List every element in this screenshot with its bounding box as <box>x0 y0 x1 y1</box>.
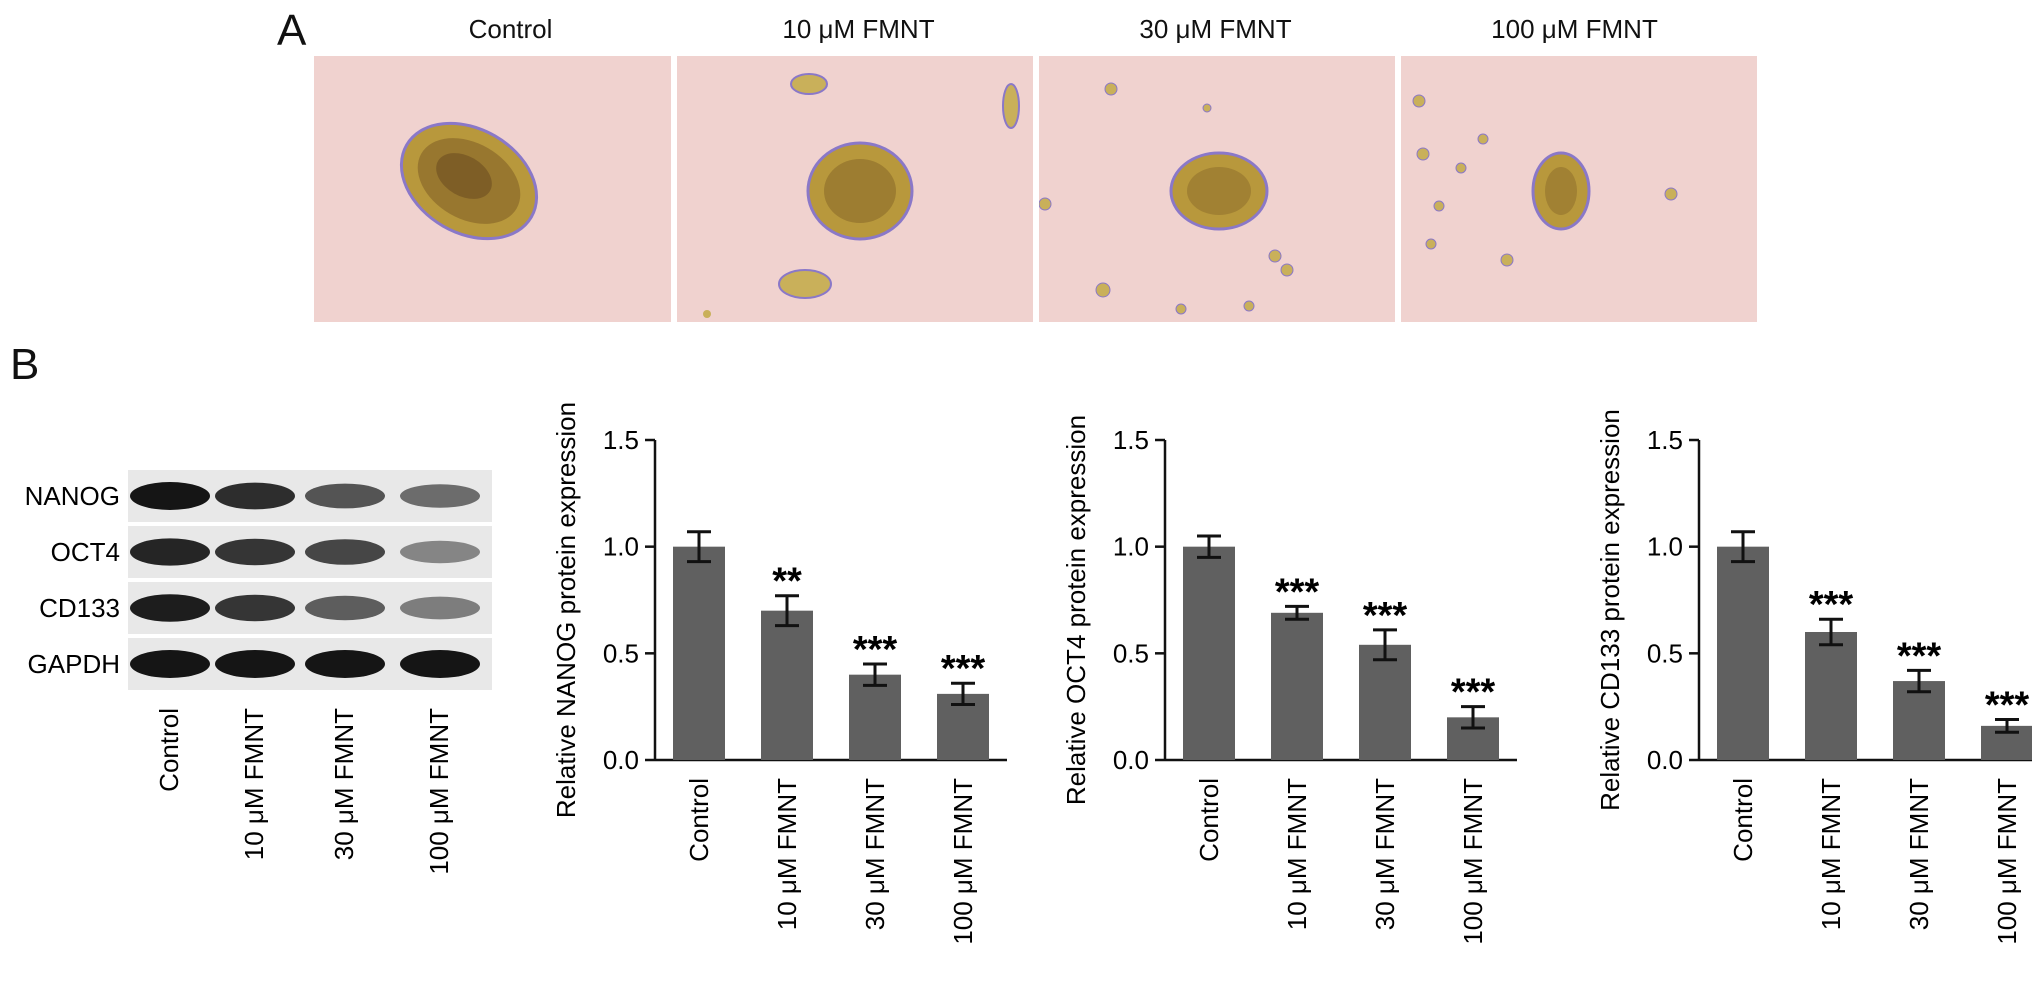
bar <box>673 546 725 760</box>
blot-band <box>215 482 295 510</box>
blot-band <box>215 594 295 622</box>
bar <box>1359 644 1411 760</box>
bar <box>1183 546 1235 760</box>
y-tick-label: 1.5 <box>603 425 639 455</box>
blot-band <box>305 483 385 509</box>
blot-band <box>130 482 210 510</box>
spheroid-100um-image <box>1412 94 1678 267</box>
x-category-label: 100 μM FMNT <box>1458 778 1488 945</box>
oct4-chart: 0.0 0.5 1.0 1.5 Relative OCT4 protein expres… <box>1061 415 1517 945</box>
blot-band <box>400 540 480 564</box>
x-category-label: Control <box>1728 778 1758 862</box>
significance-label: ** <box>772 561 802 603</box>
blot-protein-label: OCT4 <box>51 537 120 567</box>
significance-label: *** <box>1275 571 1320 613</box>
x-category-label: 30 μM FMNT <box>1370 778 1400 930</box>
y-tick-label: 0.5 <box>1113 638 1149 668</box>
y-tick-label: 1.0 <box>1647 532 1683 562</box>
blot-lane-label: 10 μM FMNT <box>239 708 269 860</box>
micrograph-100um <box>1401 56 1757 322</box>
bar <box>761 610 813 760</box>
blot-protein-label: GAPDH <box>28 649 120 679</box>
x-category-label: 10 μM FMNT <box>1282 778 1312 930</box>
bar <box>1893 681 1945 760</box>
panel-letter-b: B <box>10 340 40 389</box>
micrograph-10um <box>677 56 1033 322</box>
significance-label: *** <box>1451 672 1496 714</box>
spheroid-control-image <box>399 121 539 241</box>
micrograph-30um <box>1039 56 1395 322</box>
x-category-label: 10 μM FMNT <box>772 778 802 930</box>
y-tick-label: 1.5 <box>1647 425 1683 455</box>
nanog-chart: 0.0 0.5 1.0 1.5 Relative NANOG protein expre… <box>551 402 1007 945</box>
blot-protein-label: NANOG <box>25 481 120 511</box>
panel-letter-a: A <box>277 6 307 55</box>
blot-band <box>130 594 210 622</box>
bar <box>1271 612 1323 760</box>
western-blot: NANOG OCT4 CD133 GAPDH Control 10 μM FMNT 30 μ… <box>25 470 492 875</box>
blot-band <box>305 539 385 565</box>
significance-label: *** <box>941 648 986 690</box>
y-tick-label: 0.0 <box>603 745 639 775</box>
blot-band <box>400 650 480 678</box>
x-category-label: 30 μM FMNT <box>1904 778 1934 930</box>
blot-lane-label: 100 μM FMNT <box>424 708 454 875</box>
micrograph-title-30um: 30 μM FMNT <box>1139 14 1292 44</box>
x-category-label: 10 μM FMNT <box>1816 778 1846 930</box>
blot-band <box>130 650 210 678</box>
bar <box>1805 632 1857 760</box>
y-axis-label: Relative CD133 protein expression <box>1595 409 1625 811</box>
micrograph-title-100um: 100 μM FMNT <box>1491 14 1658 44</box>
cd133-chart: 0.0 0.5 1.0 1.5 Relative CD133 protein expre… <box>1595 409 2032 945</box>
spheroid-10um-image <box>703 73 1020 318</box>
significance-label: *** <box>1809 584 1854 626</box>
significance-label: *** <box>1897 635 1942 677</box>
y-tick-label: 0.5 <box>603 638 639 668</box>
bar <box>849 674 901 760</box>
y-tick-label: 1.0 <box>1113 532 1149 562</box>
y-axis-label: Relative OCT4 protein expression <box>1061 415 1091 805</box>
significance-label: *** <box>853 629 898 671</box>
micrograph-control <box>314 56 671 322</box>
blot-protein-label: CD133 <box>39 593 120 623</box>
x-category-label: 100 μM FMNT <box>948 778 978 945</box>
x-category-label: Control <box>684 778 714 862</box>
blot-lane-label: Control <box>154 708 184 792</box>
blot-band <box>400 596 480 620</box>
blot-band <box>130 538 210 566</box>
blot-band <box>305 650 385 678</box>
x-category-label: Control <box>1194 778 1224 862</box>
x-category-label: 100 μM FMNT <box>1992 778 2022 945</box>
significance-label: *** <box>1363 595 1408 637</box>
y-tick-label: 1.0 <box>603 532 639 562</box>
x-category-label: 30 μM FMNT <box>860 778 890 930</box>
y-tick-label: 0.0 <box>1113 745 1149 775</box>
bar <box>1717 546 1769 760</box>
blot-lane-label: 30 μM FMNT <box>329 708 359 860</box>
blot-band <box>305 595 385 621</box>
y-tick-label: 0.0 <box>1647 745 1683 775</box>
significance-label: *** <box>1985 684 2030 726</box>
blot-band <box>215 538 295 566</box>
micrograph-title-control: Control <box>468 14 553 44</box>
blot-band <box>215 650 295 678</box>
spheroid-30um-image <box>1039 82 1294 315</box>
y-tick-label: 0.5 <box>1647 638 1683 668</box>
micrograph-title-10um: 10 μM FMNT <box>782 14 935 44</box>
y-tick-label: 1.5 <box>1113 425 1149 455</box>
y-axis-label: Relative NANOG protein expression <box>551 402 581 818</box>
blot-band <box>400 484 480 508</box>
